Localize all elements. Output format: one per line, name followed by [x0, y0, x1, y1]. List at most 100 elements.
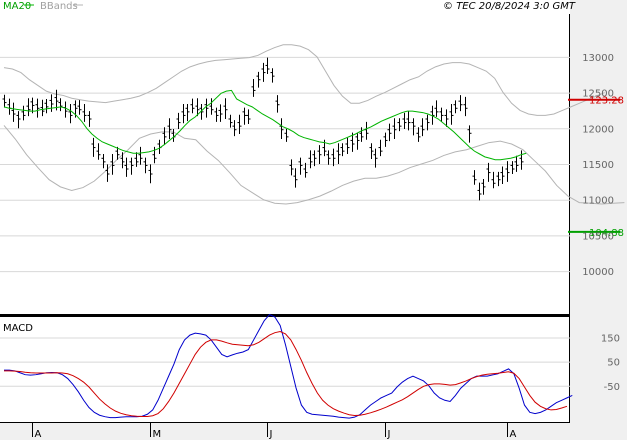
macd-lines [4, 313, 573, 419]
macd-grid [0, 337, 570, 387]
x-axis-tick-label: M [153, 429, 162, 440]
price-bar [105, 164, 110, 182]
price-bar [481, 179, 486, 195]
price-bar [152, 146, 157, 164]
price-bar [510, 161, 515, 174]
price-bar [87, 111, 92, 127]
price-bar [463, 96, 468, 117]
price-bar [345, 137, 350, 154]
price-bar [472, 170, 477, 185]
price-axis-tick-label: 13000 [582, 53, 614, 64]
price-bar [58, 98, 63, 112]
price-bar [115, 146, 120, 160]
price-bar [185, 104, 190, 122]
price-axis-tick-label: 10000 [582, 267, 614, 278]
price-bar [378, 139, 383, 157]
price-bar [40, 99, 45, 117]
macd-signal-line [4, 330, 568, 417]
price-bar [411, 118, 416, 136]
price-bar [209, 98, 214, 115]
price-bar [477, 182, 482, 201]
price-bar [355, 132, 360, 150]
price-bar [228, 114, 233, 128]
price-bar [453, 100, 458, 114]
price-bar [96, 143, 101, 160]
price-bar [44, 99, 49, 114]
price-bar [143, 157, 148, 174]
price-bar [420, 118, 425, 137]
price-bar [336, 143, 341, 164]
price-bar [434, 100, 439, 117]
price-bar [91, 137, 96, 157]
price-bar [303, 162, 308, 178]
price-bar [491, 171, 496, 189]
price-bar [514, 155, 519, 172]
price-axis-tick-label: 12000 [582, 124, 614, 135]
price-bar [101, 154, 106, 169]
price-bar [242, 107, 247, 125]
price-bar [218, 104, 223, 122]
price-bar [444, 109, 449, 127]
panel-divider [0, 314, 570, 317]
price-bar [496, 171, 501, 187]
price-bar [77, 100, 82, 115]
price-bar [124, 157, 129, 177]
price-bar [199, 104, 204, 120]
price-bar [110, 154, 115, 175]
price-bar [326, 150, 331, 165]
x-axis-tick-label: J [269, 429, 273, 440]
price-bar [204, 98, 209, 118]
price-bar [458, 95, 463, 112]
price-bar [190, 98, 195, 114]
price-bar [430, 105, 435, 125]
macd-title: MACD [3, 323, 33, 334]
price-bar [519, 150, 524, 170]
price-bar [505, 161, 510, 182]
price-bar [406, 111, 411, 131]
price-axis-tick-label: 11000 [582, 196, 614, 207]
price-bar [279, 118, 284, 139]
level-label: 123.28 [589, 96, 624, 107]
price-bar [467, 125, 472, 143]
price-candles [2, 57, 524, 201]
price-bar [265, 57, 270, 74]
price-bar [11, 102, 16, 122]
x-axis-tick-label: A [510, 429, 517, 440]
right-axis-panel [570, 0, 627, 440]
price-bar [392, 118, 397, 139]
ma20-line [3, 89, 527, 161]
price-bar [256, 71, 261, 88]
price-axis-tick-label: 12500 [582, 89, 614, 100]
price-bar [439, 107, 444, 122]
price-bar [138, 146, 143, 165]
bbands-upper-line [3, 44, 605, 116]
price-bar [340, 143, 345, 157]
price-bar [246, 109, 251, 124]
copyright-label: © TEC 20/8/2024 3:0 GMT [443, 1, 576, 12]
price-bar [359, 127, 364, 142]
price-bar [167, 118, 172, 139]
price-bar [261, 62, 266, 82]
price-bar [369, 143, 374, 159]
price-bar [289, 159, 294, 176]
legend-ma20: MA20 [3, 1, 31, 12]
price-bar [500, 166, 505, 184]
price-bar [298, 157, 303, 175]
price-bar [68, 104, 73, 124]
legend-bbands: BBands [40, 1, 78, 12]
price-bar [312, 150, 317, 167]
y-axis-labels: 13000 12500 12000 11500 11000 10500 10000 150 50… [582, 53, 620, 393]
macd-axis-tick-label: 50 [607, 358, 620, 369]
x-axis-tick-label: A [35, 429, 42, 440]
macd-axis-tick-label: -50 [604, 382, 620, 393]
macd-line [4, 313, 573, 419]
price-bar [275, 95, 280, 113]
price-bar [293, 168, 298, 188]
price-bar [331, 148, 336, 167]
price-bar [416, 127, 421, 142]
price-bar [284, 129, 289, 142]
levels: 123.28 104.88 [568, 96, 624, 239]
macd-axis-tick-label: 150 [601, 334, 620, 345]
price-bar [129, 157, 134, 175]
